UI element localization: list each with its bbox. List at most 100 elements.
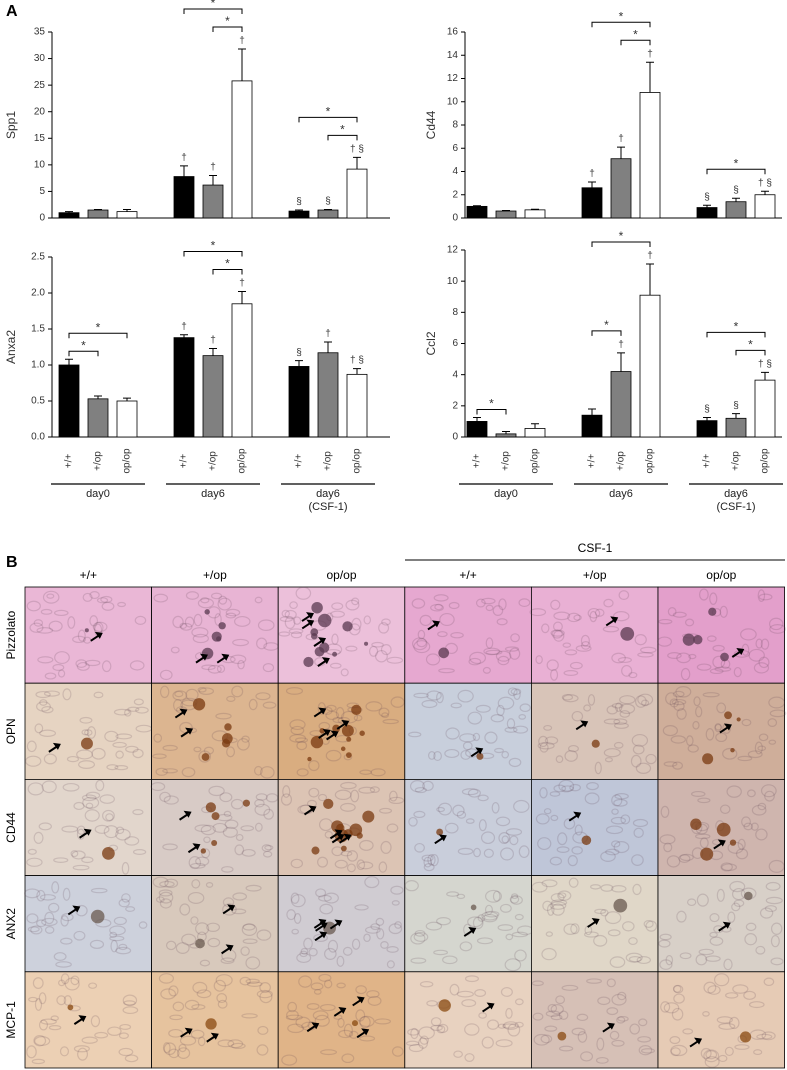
tissue-texture (241, 735, 250, 743)
tissue-texture (755, 945, 766, 955)
tissue-texture (132, 748, 144, 759)
tissue-texture (586, 978, 603, 984)
tissue-texture (70, 850, 79, 858)
tissue-texture (439, 612, 455, 627)
tissue-texture (705, 955, 721, 962)
tissue-texture (613, 718, 628, 726)
tissue-texture (541, 623, 550, 634)
bracket-label: * (633, 27, 638, 41)
tissue-texture (327, 939, 339, 953)
tissue-texture (703, 1049, 720, 1063)
significance-marker: † (181, 321, 187, 332)
tissue-texture (550, 814, 559, 822)
tissue-texture (205, 882, 214, 888)
tissue-texture (740, 628, 757, 641)
tissue-texture (610, 816, 627, 825)
error-bar (732, 413, 740, 419)
tissue-texture (340, 710, 359, 724)
tissue-texture (637, 652, 654, 658)
tissue-texture (500, 987, 513, 997)
tissue-texture (199, 959, 211, 967)
csf-label: CSF-1 (578, 541, 613, 555)
tissue-texture (537, 837, 552, 851)
bar (725, 201, 747, 219)
tissue-texture (95, 779, 105, 792)
micrograph (531, 875, 659, 973)
tissue-texture (102, 809, 115, 822)
arrow-head (438, 834, 447, 842)
micrograph-bg (404, 682, 532, 780)
tissue-texture (595, 1056, 609, 1064)
tissue-texture (115, 733, 133, 740)
tissue-texture (88, 982, 98, 989)
tissue-texture (60, 973, 70, 985)
tissue-texture (469, 651, 487, 665)
tissue-texture (680, 667, 691, 681)
tissue-texture (318, 973, 332, 982)
stain-deposit (591, 739, 600, 748)
stain-deposit (311, 846, 320, 855)
tissue-texture (561, 785, 575, 792)
bar (754, 379, 776, 438)
tissue-texture (169, 1014, 183, 1021)
tissue-texture (434, 603, 443, 611)
tissue-texture (94, 1031, 109, 1039)
tissue-texture (704, 1056, 720, 1068)
tissue-texture (571, 846, 583, 855)
tissue-texture (720, 862, 733, 872)
tissue-texture (378, 622, 390, 634)
tissue-texture (286, 909, 296, 921)
stain-deposit (205, 802, 216, 813)
tissue-texture (159, 791, 171, 803)
y-tick-label: 2 (452, 189, 458, 200)
arrow-head (330, 730, 339, 738)
tissue-texture (594, 761, 602, 775)
tissue-texture (172, 1001, 185, 1012)
y-tick-label: 1.5 (31, 324, 45, 335)
tissue-texture (425, 653, 441, 666)
tissue-texture (106, 764, 119, 771)
tissue-texture (696, 663, 712, 671)
x-tick-label: +/+ (179, 454, 190, 469)
tissue-texture (494, 747, 504, 754)
stain-deposit (346, 752, 352, 758)
tissue-texture (381, 618, 391, 626)
tissue-texture (115, 828, 131, 841)
tissue-texture (450, 632, 464, 639)
stain-deposit (702, 753, 714, 765)
tissue-texture (308, 947, 318, 957)
tissue-texture (72, 635, 87, 644)
tissue-texture (388, 923, 403, 935)
tissue-texture (408, 816, 418, 827)
tissue-texture (318, 793, 328, 802)
tissue-texture (473, 847, 481, 858)
tissue-texture (231, 685, 244, 698)
tissue-texture (571, 710, 584, 722)
tissue-texture (340, 850, 353, 857)
error-bar (123, 397, 131, 401)
tissue-texture (308, 760, 320, 772)
stain-deposit (736, 717, 741, 722)
group-label: day0 (494, 488, 518, 500)
tissue-texture (200, 848, 211, 859)
arrow-head (311, 1022, 320, 1030)
bar (495, 433, 517, 438)
arrow-head (341, 719, 350, 727)
tissue-texture (261, 844, 272, 852)
tissue-texture (753, 1049, 763, 1056)
y-axis-label: Anxa2 (4, 330, 18, 364)
tissue-texture (81, 1036, 98, 1044)
tissue-texture (497, 924, 514, 932)
tissue-texture (665, 692, 678, 706)
tissue-texture (606, 978, 616, 988)
tissue-texture (485, 637, 494, 649)
tissue-texture (550, 629, 565, 637)
tissue-texture (79, 716, 93, 724)
tissue-texture (73, 930, 86, 941)
tissue-texture (118, 943, 128, 951)
tissue-texture (331, 602, 344, 611)
error-bar (209, 174, 217, 186)
tissue-texture (410, 1027, 419, 1040)
tissue-texture (702, 1010, 710, 1017)
stain-deposit (242, 799, 250, 807)
